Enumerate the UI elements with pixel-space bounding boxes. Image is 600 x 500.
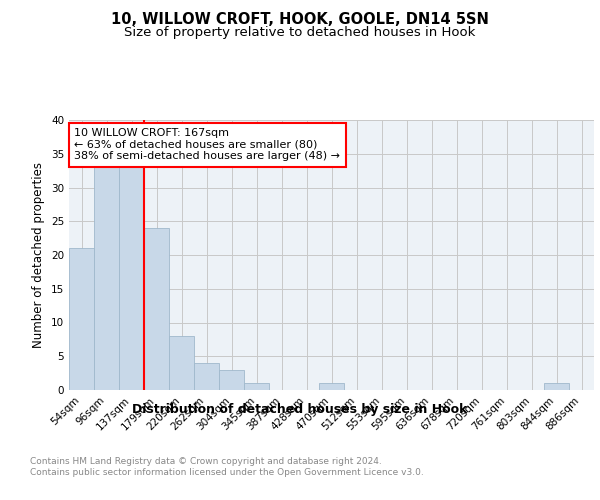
Text: Contains HM Land Registry data © Crown copyright and database right 2024.
Contai: Contains HM Land Registry data © Crown c… [30,458,424,477]
Bar [219,370,244,390]
Text: Size of property relative to detached houses in Hook: Size of property relative to detached ho… [124,26,476,39]
Bar [69,248,94,390]
Text: Distribution of detached houses by size in Hook: Distribution of detached houses by size … [133,402,467,415]
Bar [194,363,219,390]
Bar [244,383,269,390]
Y-axis label: Number of detached properties: Number of detached properties [32,162,46,348]
Text: 10 WILLOW CROFT: 167sqm
← 63% of detached houses are smaller (80)
38% of semi-de: 10 WILLOW CROFT: 167sqm ← 63% of detache… [74,128,340,162]
Text: 10, WILLOW CROFT, HOOK, GOOLE, DN14 5SN: 10, WILLOW CROFT, HOOK, GOOLE, DN14 5SN [111,12,489,28]
Bar [144,228,169,390]
Bar [119,167,144,390]
Bar [319,383,344,390]
Bar [169,336,194,390]
Bar [544,383,569,390]
Bar [94,167,119,390]
